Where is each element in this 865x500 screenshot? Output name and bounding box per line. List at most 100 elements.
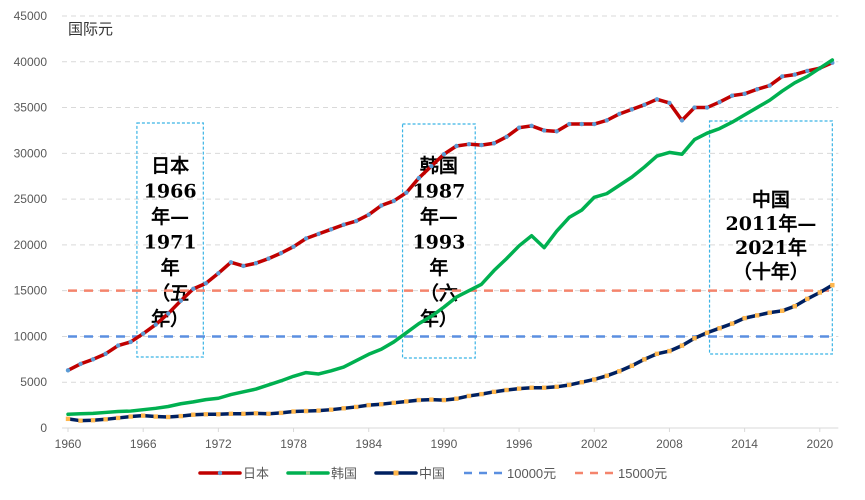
data-point <box>554 385 558 389</box>
data-point <box>730 321 734 325</box>
data-point <box>367 212 371 216</box>
y-tick-label: 5000 <box>20 375 47 389</box>
y-axis: 0500010000150002000025000300003500040000… <box>14 9 48 435</box>
data-point <box>266 412 270 416</box>
annotation-text: （十年） <box>733 260 809 283</box>
y-tick-label: 15000 <box>14 284 48 298</box>
data-point <box>66 417 70 421</box>
data-point <box>705 105 709 109</box>
legend-label: 日本 <box>243 466 269 481</box>
x-tick-label: 2002 <box>581 437 608 451</box>
y-tick-label: 25000 <box>14 192 48 206</box>
data-point <box>128 340 132 344</box>
x-tick-label: 1984 <box>355 437 382 451</box>
x-tick-label: 1960 <box>55 437 82 451</box>
data-point <box>467 142 471 146</box>
data-point <box>580 380 584 384</box>
data-point <box>504 135 508 139</box>
data-point <box>617 112 621 116</box>
data-point <box>454 144 458 148</box>
data-point <box>667 349 671 353</box>
data-point <box>454 397 458 401</box>
data-point <box>692 336 696 340</box>
data-point <box>78 418 82 422</box>
data-point <box>367 403 371 407</box>
data-point <box>304 236 308 240</box>
data-point <box>592 377 596 381</box>
data-point <box>191 287 195 291</box>
y-tick-label: 0 <box>40 421 47 435</box>
data-point <box>542 386 546 390</box>
data-point <box>717 100 721 104</box>
data-point <box>141 331 145 335</box>
data-point <box>442 152 446 156</box>
data-point <box>592 122 596 126</box>
data-point <box>655 352 659 356</box>
data-point <box>567 122 571 126</box>
data-point <box>529 124 533 128</box>
data-point <box>304 409 308 413</box>
data-point <box>417 176 421 180</box>
data-point <box>116 416 120 420</box>
data-point <box>329 227 333 231</box>
legend-label: 10000元 <box>507 466 556 481</box>
data-point <box>529 386 533 390</box>
data-point <box>767 310 771 314</box>
data-point <box>141 413 145 417</box>
data-point <box>705 331 709 335</box>
y-tick-label: 20000 <box>14 238 48 252</box>
x-tick-label: 1990 <box>431 437 458 451</box>
annotation-text: 2011年— <box>725 212 816 235</box>
data-point <box>166 311 170 315</box>
data-point <box>179 299 183 303</box>
data-point <box>404 191 408 195</box>
data-point <box>655 97 659 101</box>
x-tick-label: 1972 <box>205 437 232 451</box>
data-point <box>417 398 421 402</box>
data-point <box>580 122 584 126</box>
data-point <box>667 101 671 105</box>
x-tick-label: 2020 <box>806 437 833 451</box>
data-point <box>392 199 396 203</box>
legend-label: 15000元 <box>618 466 667 481</box>
data-point <box>216 271 220 275</box>
legend-marker <box>218 471 222 475</box>
data-point <box>680 343 684 347</box>
legend-label: 韩国 <box>331 466 357 481</box>
data-point <box>78 362 82 366</box>
data-point <box>103 417 107 421</box>
data-point <box>680 118 684 122</box>
annotation-text: 1966 <box>144 181 197 203</box>
data-point <box>392 401 396 405</box>
unit-label: 国际元 <box>68 21 113 38</box>
data-point <box>567 383 571 387</box>
data-point <box>542 128 546 132</box>
legend-marker <box>306 472 310 475</box>
data-point <box>818 290 822 294</box>
data-point <box>742 92 746 96</box>
data-point <box>316 232 320 236</box>
x-tick-label: 1996 <box>506 437 533 451</box>
data-point <box>216 412 220 416</box>
legend-marker <box>394 471 399 476</box>
annotation-text: 年— <box>420 205 458 228</box>
data-point <box>341 223 345 227</box>
data-point <box>692 105 696 109</box>
data-point <box>91 418 95 422</box>
x-tick-label: 2008 <box>656 437 683 451</box>
annotation-text: 1987 <box>412 181 465 203</box>
data-point <box>254 411 258 415</box>
data-point <box>204 412 208 416</box>
data-point <box>128 414 132 418</box>
data-point <box>266 256 270 260</box>
data-point <box>91 357 95 361</box>
x-tick-label: 1966 <box>130 437 157 451</box>
data-point <box>642 357 646 361</box>
data-point <box>479 392 483 396</box>
data-point <box>517 386 521 390</box>
x-tick-label: 2014 <box>731 437 758 451</box>
data-point <box>504 388 508 392</box>
data-point <box>279 251 283 255</box>
